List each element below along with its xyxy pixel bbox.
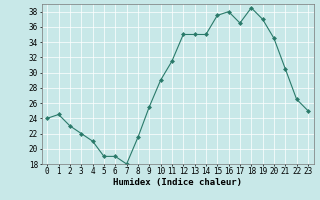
X-axis label: Humidex (Indice chaleur): Humidex (Indice chaleur) (113, 178, 242, 187)
